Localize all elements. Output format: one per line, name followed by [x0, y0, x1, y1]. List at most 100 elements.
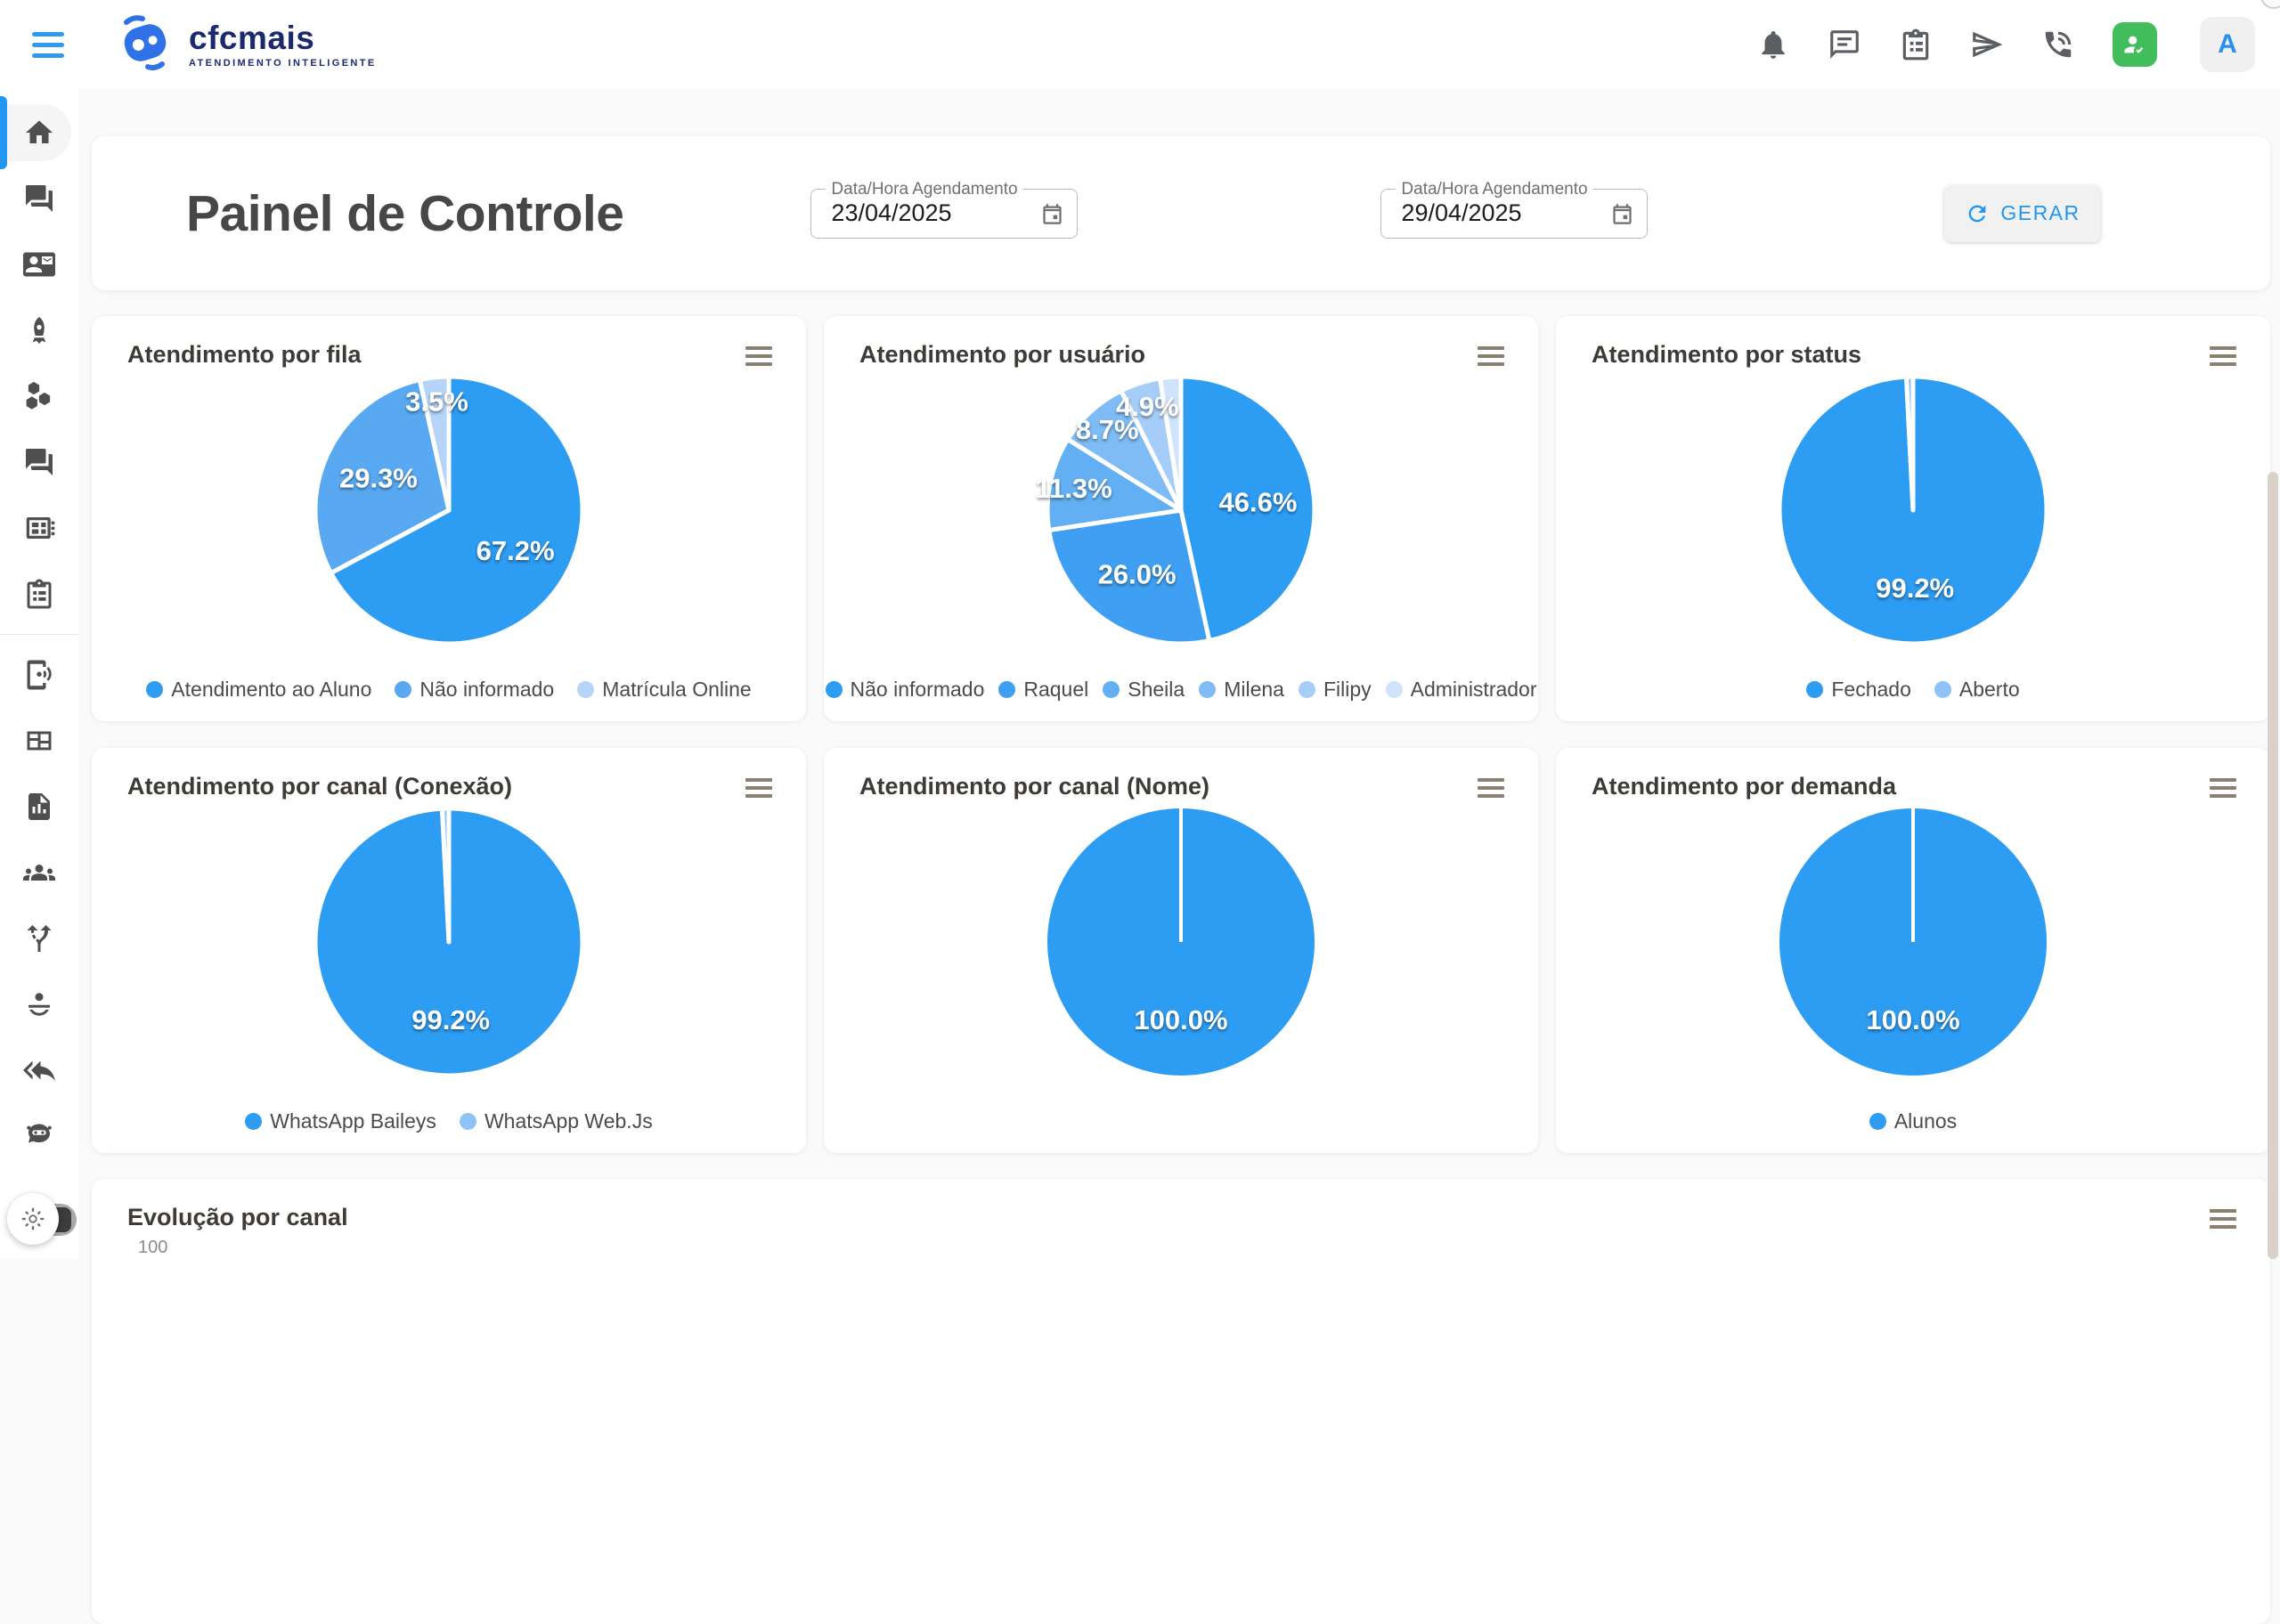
theme-toggle[interactable] [9, 1191, 80, 1246]
clipboard-list-icon[interactable] [1899, 28, 1933, 61]
legend-label: Milena [1224, 678, 1284, 702]
legend-item[interactable]: Matrícula Online [577, 678, 751, 702]
legend-label: Administrador [1411, 678, 1537, 702]
legend-item[interactable]: WhatsApp Web.Js [460, 1109, 653, 1133]
legend-item[interactable]: Administrador [1386, 678, 1537, 702]
reply-all-icon [23, 1054, 55, 1086]
clipboard-tasks-icon [23, 578, 55, 610]
date-to-label: Data/Hora Agendamento [1396, 180, 1592, 199]
groups-icon [23, 857, 55, 889]
date-from-field[interactable]: Data/Hora Agendamento 23/04/2025 [810, 189, 1078, 239]
legend-dot-icon [1934, 681, 1951, 698]
forum-icon [23, 183, 55, 215]
charts-grid: Atendimento por fila 67.2%29.3%3.5% Aten… [92, 316, 2270, 1153]
home-icon [23, 117, 55, 149]
sidebar-item-chats[interactable] [0, 166, 78, 231]
rocket-icon [23, 314, 55, 346]
sidebar-item-campaigns[interactable] [0, 297, 78, 363]
menu-icon[interactable] [32, 27, 73, 62]
agent-desk-icon [23, 988, 55, 1020]
legend-item[interactable]: Filipy [1299, 678, 1372, 702]
legend-item[interactable]: Não informado [826, 678, 985, 702]
date-to-value: 29/04/2025 [1401, 199, 1521, 227]
sidebar-item-internal-chat[interactable] [0, 429, 78, 495]
bell-icon[interactable] [1756, 28, 1790, 61]
legend-dot-icon [1299, 681, 1315, 698]
sidebar-item-integrations[interactable] [0, 363, 78, 429]
pie-value-label: 4.9% [1116, 391, 1179, 422]
pie-chart: 100.0% [824, 791, 1538, 1093]
pie-value-label: 99.2% [411, 1004, 490, 1035]
legend-label: WhatsApp Web.Js [484, 1109, 653, 1133]
legend-dot-icon [1386, 681, 1403, 698]
device-ring-icon [23, 659, 55, 691]
pie-value-label: 3.5% [405, 386, 468, 418]
pie-value-label: 99.2% [1876, 572, 1954, 604]
sidebar-item-kanban[interactable] [0, 495, 78, 561]
app-logo: cfcmais ATENDIMENTO INTELIGENTE [114, 15, 377, 75]
pie-chart: 100.0% [1556, 791, 2270, 1093]
sidebar-item-contacts[interactable] [0, 231, 78, 297]
chart-menu-icon[interactable] [2210, 1206, 2240, 1232]
send-icon[interactable] [1970, 28, 2004, 61]
view-quilt-icon [23, 725, 55, 757]
legend-item[interactable]: Milena [1199, 678, 1284, 702]
pie-value-label: 46.6% [1219, 487, 1298, 518]
legend-dot-icon [245, 1113, 262, 1130]
phone-in-talk-icon[interactable] [2041, 28, 2075, 61]
chart-legend: Atendimento ao Aluno Não informado Matrícu… [110, 678, 788, 702]
scrollbar-thumb[interactable] [2268, 472, 2278, 1259]
legend-label: WhatsApp Baileys [270, 1109, 436, 1133]
contact-card-icon [23, 248, 55, 280]
chart-card-fila: Atendimento por fila 67.2%29.3%3.5% Aten… [92, 316, 806, 721]
sidebar-item-tasks[interactable] [0, 561, 78, 627]
date-to-field[interactable]: Data/Hora Agendamento 29/04/2025 [1380, 189, 1648, 239]
sidebar-item-connections[interactable] [0, 642, 78, 708]
sidebar-item-reports[interactable] [0, 774, 78, 840]
chart-card-canal-nome: Atendimento por canal (Nome) 100.0% [824, 748, 1538, 1153]
legend-dot-icon [1199, 681, 1216, 698]
sidebar-item-agent[interactable] [0, 971, 78, 1037]
pie-value-label: 100.0% [1134, 1004, 1227, 1035]
sidebar-item-dashboard[interactable] [0, 708, 78, 774]
legend-item[interactable]: Aberto [1934, 678, 2020, 702]
split-route-icon [23, 922, 55, 954]
legend-dot-icon [998, 681, 1015, 698]
legend-dot-icon [146, 681, 163, 698]
chart-card-evolucao: Evolução por canal 100 [92, 1179, 2270, 1624]
avatar[interactable]: A [2200, 17, 2255, 72]
calendar-icon[interactable] [1040, 202, 1064, 226]
chip-grid-icon [23, 512, 55, 544]
legend-label: Matrícula Online [602, 678, 751, 702]
pie-chart: 67.2%29.3%3.5% [92, 359, 806, 662]
legend-label: Atendimento ao Aluno [171, 678, 371, 702]
generate-button[interactable]: GERAR [1944, 185, 2101, 242]
sidebar-divider [0, 634, 78, 635]
date-from-value: 23/04/2025 [831, 199, 951, 227]
legend-item[interactable]: Sheila [1103, 678, 1185, 702]
legend-item[interactable]: Atendimento ao Aluno [146, 678, 371, 702]
legend-item[interactable]: Fechado [1806, 678, 1911, 702]
sidebar-item-home[interactable] [0, 100, 78, 166]
sidebar-item-groups[interactable] [0, 840, 78, 905]
pie-chart: 99.2% [1556, 359, 2270, 662]
legend-item[interactable]: Não informado [395, 678, 554, 702]
chat-icon[interactable] [1828, 28, 1861, 61]
person-check-icon[interactable] [2113, 22, 2157, 67]
legend-label: Fechado [1831, 678, 1911, 702]
sidebar-item-flows[interactable] [0, 905, 78, 971]
legend-label: Não informado [851, 678, 985, 702]
sidebar-item-chatbot[interactable] [0, 1103, 78, 1169]
sidebar-item-quick-replies[interactable] [0, 1037, 78, 1103]
chart-legend: Alunos [1574, 1109, 2252, 1133]
legend-item[interactable]: WhatsApp Baileys [245, 1109, 436, 1133]
legend-item[interactable]: Raquel [998, 678, 1088, 702]
legend-item[interactable]: Alunos [1869, 1109, 1957, 1133]
pie-chart: 99.2% [92, 791, 806, 1093]
chart-legend: Fechado Aberto [1574, 678, 2252, 702]
legend-label: Aberto [1959, 678, 2020, 702]
calendar-icon[interactable] [1610, 202, 1634, 226]
chart-legend: WhatsApp Baileys WhatsApp Web.Js [110, 1109, 788, 1133]
